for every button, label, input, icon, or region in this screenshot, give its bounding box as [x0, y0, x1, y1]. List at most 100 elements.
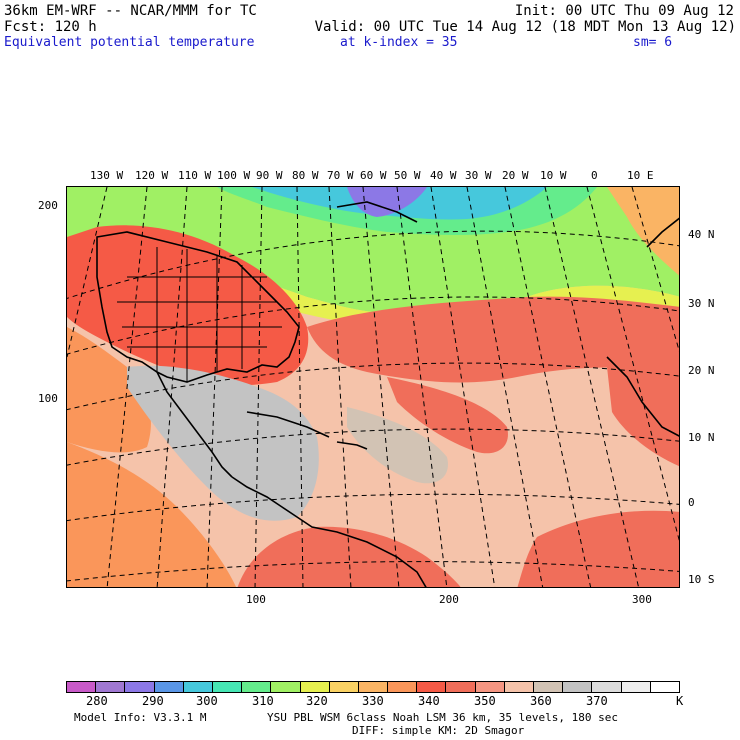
lat-line-0 [67, 493, 679, 522]
colorbar-swatch [388, 682, 418, 692]
diffusion-info: DIFF: simple KM: 2D Smagor [352, 724, 525, 737]
model-info: Model Info: V3.3.1 M [74, 711, 207, 724]
field-band-purple [347, 187, 427, 217]
lon-label: 30 W [465, 169, 492, 182]
graticule [67, 187, 679, 587]
colorbar-swatch [300, 682, 330, 692]
field-band-red [307, 296, 679, 383]
state-borders [117, 247, 282, 382]
lon-label: 70 W [327, 169, 354, 182]
field-band-red-se [517, 510, 679, 587]
valid-time: Valid: 00 UTC Tue 14 Aug 12 (18 MDT Mon … [314, 19, 736, 35]
colorbar-label: 290 [142, 694, 164, 708]
colorbar-swatch [621, 682, 651, 692]
colorbar-swatch [563, 682, 593, 692]
lon-label: 90 W [256, 169, 283, 182]
lon-label: 20 W [502, 169, 529, 182]
hispaniola [336, 441, 368, 450]
colorbar-label: 300 [196, 694, 218, 708]
colorbar-label: 280 [86, 694, 108, 708]
lon-line [156, 187, 188, 587]
field-band-red-2 [387, 377, 508, 454]
lon-line [396, 187, 448, 587]
colorbar-label: 340 [418, 694, 440, 708]
colorbar-label: 370 [586, 694, 608, 708]
lon-line [362, 187, 400, 587]
grid-y-label: 200 [38, 199, 58, 212]
lat-label: 10 S [688, 573, 715, 586]
canada-coast [336, 201, 418, 223]
field-band-orange-ne [607, 187, 679, 276]
lon-label: 60 W [360, 169, 387, 182]
lon-line [544, 187, 640, 587]
central-south-america-coast [231, 476, 427, 587]
lon-line [67, 187, 108, 358]
field-name: Equivalent potential temperature [4, 35, 255, 50]
colorbar-swatch [650, 682, 679, 692]
lon-line [586, 187, 679, 542]
lon-line [106, 187, 148, 587]
lat-line-10s [67, 561, 679, 582]
lon-label: 0 [591, 169, 598, 182]
lon-label: 80 W [292, 169, 319, 182]
lon-line [504, 187, 592, 587]
colorbar-label: 320 [306, 694, 328, 708]
coastlines [96, 201, 679, 587]
colorbar-swatch [125, 682, 155, 692]
colorbar-swatch [504, 682, 534, 692]
level-label: at k-index = 35 [340, 35, 458, 50]
colorbar-swatch [212, 682, 243, 692]
field-band-orange-west [67, 327, 151, 453]
lon-label: 10 E [627, 169, 654, 182]
colorbar-units: K [676, 694, 684, 708]
lon-line [328, 187, 352, 587]
grid-x-label: 100 [246, 593, 266, 606]
lat-label: 20 N [688, 364, 715, 377]
field-land-hot [67, 225, 309, 386]
colorbar-swatch [446, 682, 476, 692]
lon-line [254, 187, 263, 587]
colorbar-swatch [271, 682, 301, 692]
lat-line-20n [67, 362, 679, 411]
lat-label: 40 N [688, 228, 715, 241]
north-america-outline [96, 231, 300, 383]
lon-line [430, 187, 496, 587]
colorbar-swatch [358, 682, 389, 692]
grid-x-label: 300 [632, 593, 652, 606]
field-band-gray [127, 365, 319, 521]
colorbar-swatch [183, 682, 213, 692]
lat-label: 10 N [688, 431, 715, 444]
lat-line-30n [67, 296, 679, 355]
colorbar-swatch [154, 682, 184, 692]
lat-label: 30 N [688, 297, 715, 310]
colorbar-swatch [475, 682, 505, 692]
lon-line [631, 187, 679, 352]
europe-coast [646, 217, 679, 248]
lat-line-10n [67, 428, 679, 466]
lon-label: 110 W [178, 169, 212, 182]
weather-map [66, 186, 680, 588]
physics-info: YSU PBL WSM 6class Noah LSM 36 km, 35 le… [267, 711, 618, 724]
cuba [246, 411, 330, 438]
lon-line [206, 187, 223, 587]
init-time: Init: 00 UTC Thu 09 Aug 12 [514, 3, 734, 19]
theta-e-field [67, 187, 679, 587]
colorbar-swatch [592, 682, 622, 692]
colorbar-label: 350 [474, 694, 496, 708]
field-band-tan [347, 407, 448, 484]
colorbar-swatch [534, 682, 564, 692]
colorbar-label: 310 [252, 694, 274, 708]
colorbar [66, 681, 680, 693]
colorbar-swatch [329, 682, 359, 692]
field-band-orange-sw [67, 442, 237, 587]
africa-coast [606, 356, 679, 437]
lon-line [296, 187, 304, 587]
colorbar-swatch [417, 682, 447, 692]
lon-label: 10 W [540, 169, 567, 182]
colorbar-swatch [242, 682, 272, 692]
field-band-red-africa [607, 361, 679, 467]
lon-label: 100 W [217, 169, 251, 182]
forecast-hour: Fcst: 120 h [4, 19, 97, 35]
lon-label: 120 W [135, 169, 169, 182]
grid-y-label: 100 [38, 392, 58, 405]
